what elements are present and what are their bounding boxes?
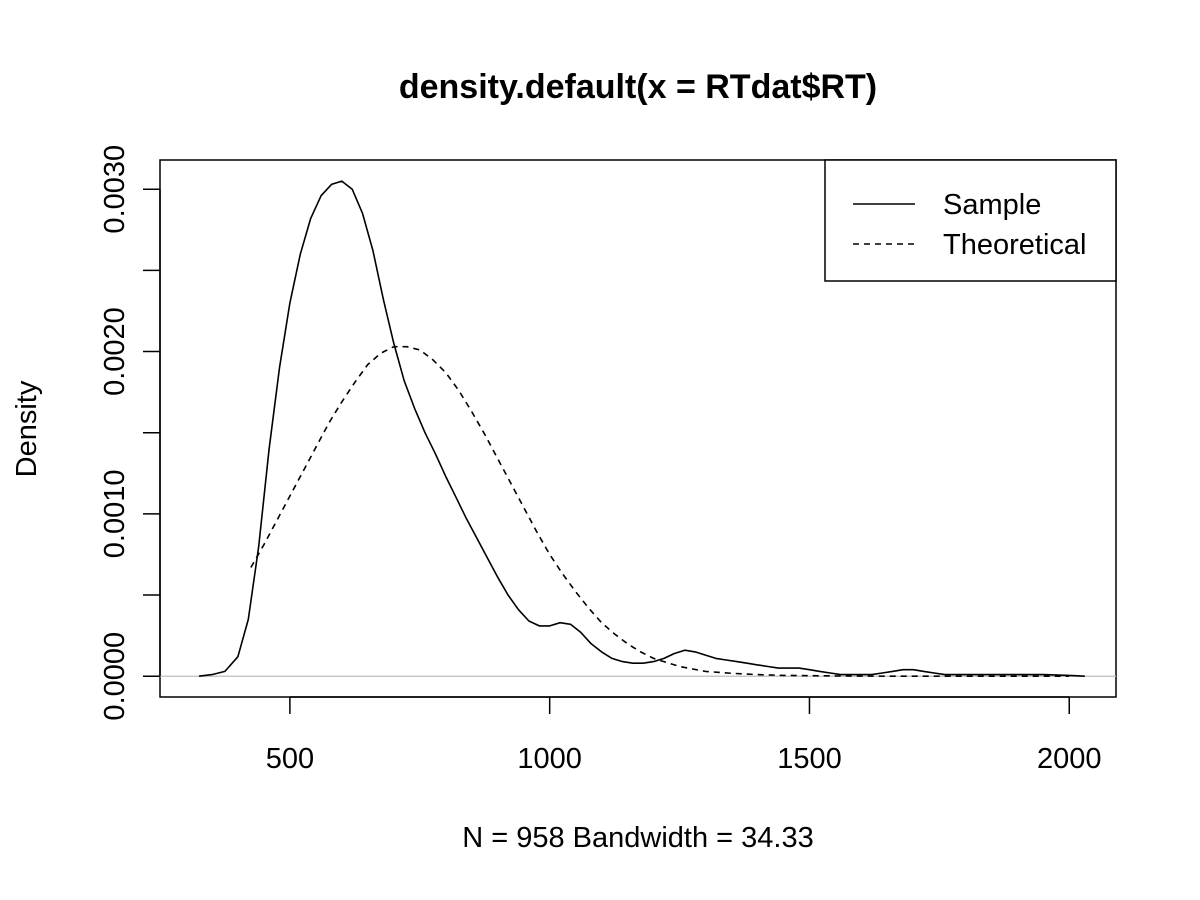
x-tick-label: 1000 [517,743,582,775]
y-axis-label: Density [11,380,43,477]
x-tick-label: 2000 [1037,743,1102,775]
x-axis-label: N = 958 Bandwidth = 34.33 [462,822,813,854]
legend-box [824,159,1117,282]
chart-title: density.default(x = RTdat$RT) [399,68,877,106]
x-tick-label: 500 [266,743,314,775]
series-lines [198,180,1085,677]
series-line-sample [198,180,1085,677]
series-line-theoretical [250,345,1070,677]
y-axis: 0.0000 0.0010 0.0020 0.0030 [99,145,161,721]
legend-label-theoretical: Theoretical [943,229,1086,261]
x-tick-label: 1500 [777,743,842,775]
legend: Sample Theoretical [824,159,1117,282]
legend-label-sample: Sample [943,189,1041,221]
y-tick-label: 0.0030 [99,145,131,234]
y-tick-label: 0.0020 [99,307,131,396]
x-axis: 500 1000 1500 2000 [266,696,1102,775]
y-tick-label: 0.0000 [99,632,131,721]
y-tick-label: 0.0010 [99,470,131,559]
